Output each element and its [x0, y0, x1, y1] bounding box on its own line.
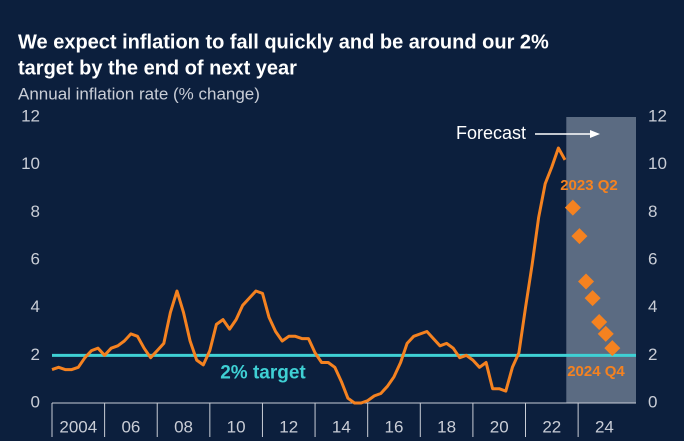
y2-tick-label: 8 — [648, 202, 657, 221]
x-tick-label: 06 — [121, 417, 140, 436]
x-tick-label: 22 — [542, 417, 561, 436]
y2-tick-label: 4 — [648, 297, 657, 316]
y-tick-label: 10 — [21, 154, 40, 173]
forecast-point — [597, 325, 614, 342]
chart-title: We expect inflation to fall quickly and … — [18, 31, 549, 53]
y2-tick-label: 0 — [648, 392, 657, 411]
y-tick-label: 4 — [31, 297, 40, 316]
y-tick-label: 6 — [31, 249, 40, 268]
chart-title: target by the end of next year — [18, 57, 297, 79]
forecast-arrowhead — [590, 130, 600, 138]
y-tick-label: 8 — [31, 202, 40, 221]
x-tick-label: 24 — [595, 417, 614, 436]
forecast-region — [566, 117, 636, 403]
target-label: 2% target — [220, 362, 306, 383]
forecast-point — [584, 290, 601, 307]
y2-tick-label: 10 — [648, 154, 667, 173]
chart-subtitle: Annual inflation rate (% change) — [18, 84, 260, 103]
y-tick-label: 2 — [31, 345, 40, 364]
y2-tick-label: 6 — [648, 249, 657, 268]
x-tick-label: 20 — [490, 417, 509, 436]
x-tick-label: 08 — [174, 417, 193, 436]
forecast-point — [591, 313, 608, 330]
x-tick-label: 10 — [227, 417, 246, 436]
x-tick-label: 12 — [279, 417, 298, 436]
x-tick-label: 14 — [332, 417, 351, 436]
x-tick-label: 2004 — [59, 417, 97, 436]
x-tick-label: 18 — [437, 417, 456, 436]
y-tick-label: 12 — [21, 106, 40, 125]
y-tick-label: 0 — [31, 392, 40, 411]
x-tick-label: 16 — [385, 417, 404, 436]
forecast-annotation: 2024 Q4 — [567, 363, 625, 380]
forecast-point — [564, 199, 581, 216]
line-series — [51, 146, 567, 405]
y2-tick-label: 12 — [648, 106, 667, 125]
y2-tick-label: 2 — [648, 345, 657, 364]
forecast-point — [571, 228, 588, 245]
forecast-label: Forecast — [456, 123, 526, 143]
forecast-point — [578, 273, 595, 290]
forecast-annotation: 2023 Q2 — [560, 177, 618, 194]
forecast-point — [604, 340, 621, 357]
